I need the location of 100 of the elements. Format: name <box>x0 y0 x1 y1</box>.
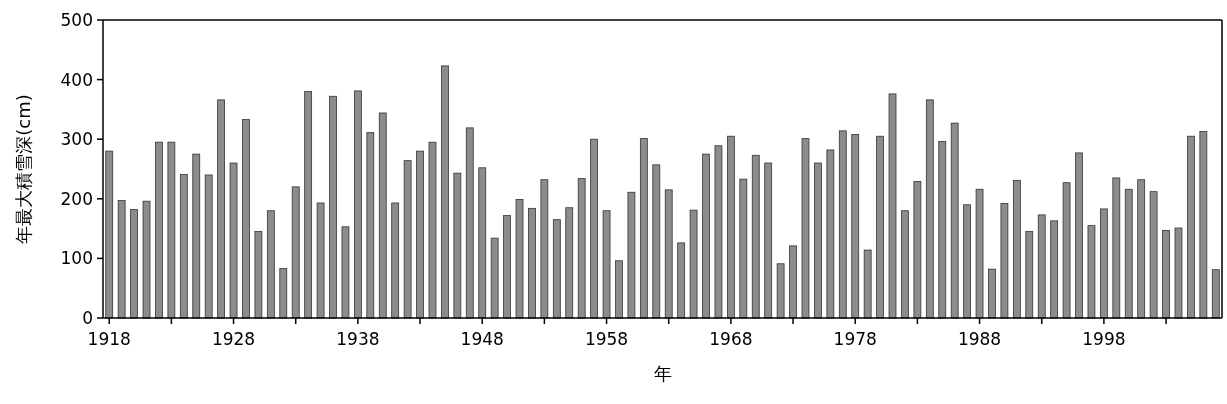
bar <box>590 138 598 319</box>
bar <box>1037 214 1046 319</box>
bar <box>391 202 400 319</box>
x-tick-label: 1948 <box>460 329 504 349</box>
bar <box>378 112 387 319</box>
y-axis-title: 年最大積雪深(cm) <box>13 94 34 244</box>
bar <box>1087 225 1096 319</box>
x-tick-label: 1988 <box>957 329 1002 349</box>
bar <box>963 204 971 319</box>
bar <box>764 162 773 319</box>
bar <box>664 189 673 319</box>
bar <box>776 263 785 319</box>
x-tick-label: 1928 <box>211 329 256 349</box>
y-tick-label: 200 <box>60 188 93 209</box>
bar <box>117 200 126 319</box>
bar <box>453 172 462 319</box>
bar <box>478 167 487 319</box>
bar <box>1000 203 1009 319</box>
bar <box>167 141 176 319</box>
bar <box>204 174 213 319</box>
bar <box>1062 182 1071 319</box>
bar <box>552 219 561 319</box>
bar <box>615 260 623 319</box>
bar <box>577 178 586 319</box>
x-tick-label: 1958 <box>584 329 629 349</box>
bar <box>826 149 835 319</box>
x-tick-label: 1978 <box>833 329 877 349</box>
bar <box>441 65 449 319</box>
bar <box>1211 269 1220 319</box>
bar <box>1187 135 1195 319</box>
bar <box>863 249 872 319</box>
bar <box>366 132 375 319</box>
bar <box>1149 191 1158 319</box>
bar <box>254 231 263 319</box>
bar <box>515 199 524 319</box>
bar <box>341 226 350 319</box>
bar <box>1124 188 1133 319</box>
bar <box>266 210 275 319</box>
bar <box>304 91 313 319</box>
bar <box>1012 179 1021 319</box>
bar <box>739 178 748 319</box>
bar <box>465 127 474 319</box>
bar <box>714 145 723 319</box>
x-tick-label: 1938 <box>336 329 380 349</box>
bar <box>1137 179 1146 319</box>
bar <box>751 154 760 319</box>
bar <box>565 207 574 319</box>
bar <box>428 141 437 319</box>
bar <box>1100 208 1108 319</box>
y-tick-label: 0 <box>82 308 93 328</box>
bar <box>329 95 337 319</box>
bar <box>988 268 996 319</box>
bar <box>179 173 188 319</box>
bar <box>1199 131 1208 319</box>
bar <box>838 130 847 319</box>
bar <box>950 122 959 319</box>
bar <box>540 179 549 319</box>
bar <box>639 138 648 319</box>
x-tick-label: 1998 <box>1082 329 1126 349</box>
bar <box>142 200 151 319</box>
bar <box>689 209 698 319</box>
bar <box>652 164 661 319</box>
y-tick-label: 400 <box>60 69 93 90</box>
bar <box>1075 152 1083 319</box>
bar <box>702 153 710 319</box>
bar <box>814 162 822 319</box>
y-tick-label: 300 <box>60 129 93 150</box>
bar <box>888 93 897 319</box>
bar <box>901 210 909 319</box>
bar <box>677 242 686 319</box>
bar <box>316 202 325 319</box>
bar <box>503 215 511 319</box>
bar <box>403 160 412 319</box>
y-tick-label: 500 <box>60 10 93 30</box>
bar <box>528 207 536 319</box>
bar <box>1162 229 1170 319</box>
bar <box>291 186 300 319</box>
bar <box>925 99 934 319</box>
bar <box>913 181 922 319</box>
x-tick-label: 1968 <box>709 329 753 349</box>
bar <box>217 99 225 319</box>
bar <box>789 245 797 319</box>
bar <box>938 141 947 319</box>
bar <box>279 268 288 319</box>
bar <box>490 237 499 319</box>
bar <box>1025 231 1034 319</box>
bar <box>1112 177 1121 319</box>
bar <box>876 135 884 319</box>
bar <box>229 162 238 319</box>
bar <box>192 153 201 319</box>
y-tick-label: 100 <box>60 248 93 269</box>
x-tick-label: 1918 <box>87 329 131 349</box>
bar <box>155 141 163 319</box>
bar <box>1174 227 1183 319</box>
bar <box>851 134 860 319</box>
bar <box>130 209 138 319</box>
bar <box>602 210 611 319</box>
bar <box>105 150 114 319</box>
bar <box>354 90 362 319</box>
bar <box>1050 220 1059 319</box>
